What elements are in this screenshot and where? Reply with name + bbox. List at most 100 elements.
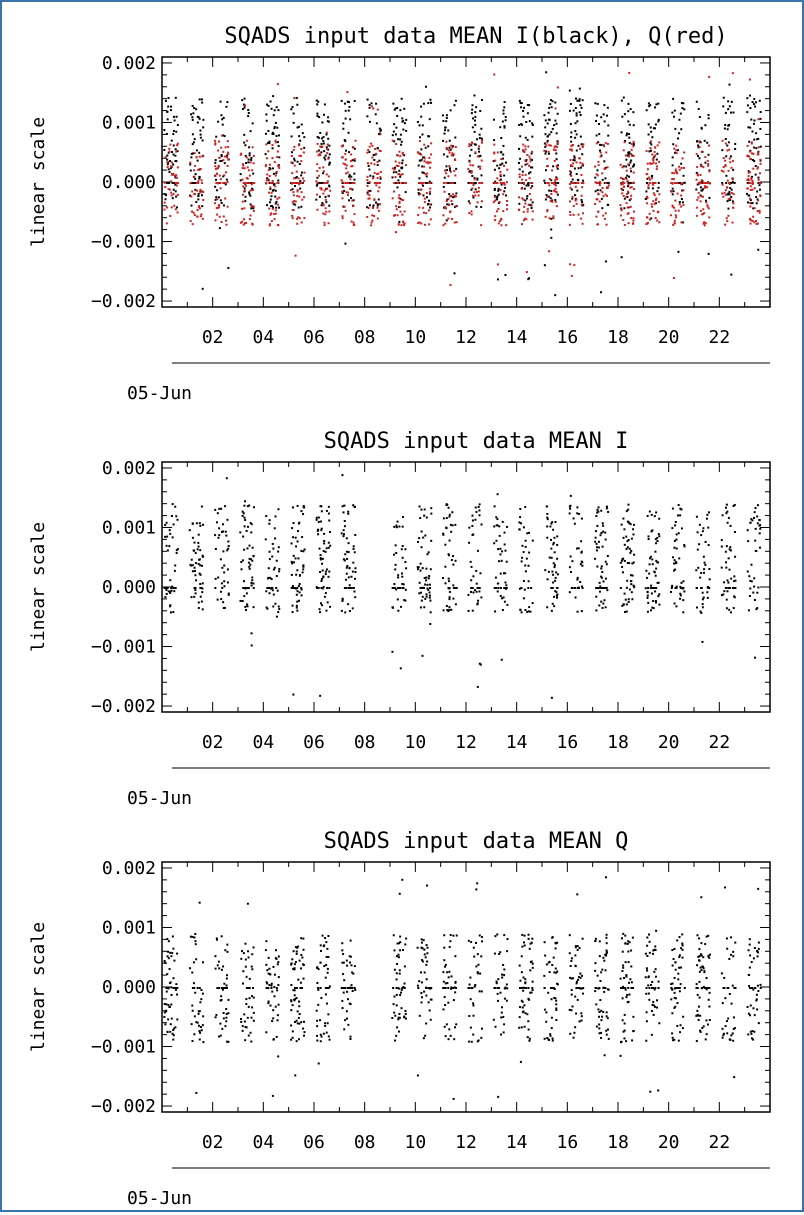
data-point [504, 532, 506, 534]
data-point [570, 965, 572, 967]
data-point [326, 188, 328, 190]
data-point [348, 199, 350, 201]
data-point [521, 188, 523, 190]
data-point [450, 934, 452, 936]
data-point [442, 120, 444, 122]
data-point [202, 608, 204, 610]
data-point [392, 140, 394, 142]
data-point [430, 999, 432, 1001]
data-point [708, 197, 710, 199]
data-point [753, 123, 755, 125]
data-point [328, 145, 330, 147]
data-point [420, 992, 422, 994]
data-point [429, 597, 431, 599]
data-point [621, 116, 623, 118]
data-point [341, 100, 343, 102]
data-point [240, 561, 242, 563]
data-point [531, 151, 533, 153]
x-tick-label: 02 [202, 732, 224, 753]
data-point [575, 122, 577, 124]
data-point [423, 103, 425, 105]
data-point [529, 158, 531, 160]
data-point [527, 112, 529, 114]
data-point [378, 198, 380, 200]
data-point [675, 997, 677, 999]
data-point [523, 107, 525, 109]
data-point [176, 116, 178, 118]
data-point [696, 166, 698, 168]
data-point [293, 149, 295, 151]
data-point [471, 1041, 473, 1043]
data-point [219, 157, 221, 159]
data-point [166, 111, 168, 113]
data-point [629, 548, 631, 550]
data-point [758, 525, 760, 527]
data-point [404, 1010, 406, 1012]
data-point [444, 129, 446, 131]
data-point [696, 587, 698, 589]
data-point [239, 531, 241, 533]
data-point [703, 556, 705, 558]
data-point [243, 218, 245, 220]
data-point [299, 583, 301, 585]
data-point [405, 119, 407, 121]
data-point [246, 182, 248, 184]
data-point [531, 992, 533, 994]
data-point [526, 1013, 528, 1015]
data-point [427, 102, 429, 104]
data-point [647, 222, 649, 224]
data-point [596, 115, 598, 117]
data-point [598, 604, 600, 606]
data-point [444, 544, 446, 546]
data-point [708, 216, 710, 218]
data-point [633, 188, 635, 190]
data-point [522, 149, 524, 151]
data-point [296, 601, 298, 603]
data-point [277, 508, 279, 510]
data-point [199, 156, 201, 158]
data-point [607, 135, 609, 137]
data-point [269, 519, 271, 521]
data-point [421, 546, 423, 548]
x-tick-label: 08 [354, 327, 376, 348]
data-point [654, 106, 656, 108]
data-point [320, 182, 322, 184]
data-point [475, 570, 477, 572]
data-point [547, 135, 549, 137]
data-point [624, 1014, 626, 1016]
data-point [396, 978, 398, 980]
data-point [621, 566, 623, 568]
data-point [472, 1015, 474, 1017]
data-point [502, 609, 504, 611]
data-point [400, 174, 402, 176]
data-point [708, 207, 710, 209]
data-point [249, 218, 251, 220]
data-point [444, 1004, 446, 1006]
data-point [581, 518, 583, 520]
data-point [646, 182, 648, 184]
data-point [328, 222, 330, 224]
data-point [521, 946, 523, 948]
data-point [658, 535, 660, 537]
data-point [316, 209, 318, 211]
data-point [596, 566, 598, 568]
data-point [253, 997, 255, 999]
data-point [581, 153, 583, 155]
data-point [655, 601, 657, 603]
data-point [480, 128, 482, 130]
data-point [597, 1008, 599, 1010]
data-point [377, 177, 379, 179]
data-point [606, 589, 608, 591]
data-point [223, 585, 225, 587]
data-point [528, 165, 530, 167]
data-point [292, 605, 294, 607]
data-point [755, 550, 757, 552]
data-point [654, 154, 656, 156]
data-point [627, 509, 629, 511]
data-point [224, 156, 226, 158]
data-point [172, 133, 174, 135]
data-point [571, 994, 573, 996]
data-point [368, 165, 370, 167]
data-point [603, 113, 605, 115]
